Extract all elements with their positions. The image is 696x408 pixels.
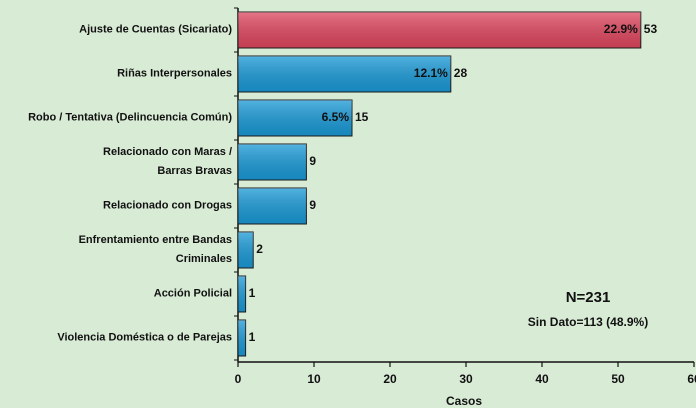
bar-shade (238, 188, 307, 224)
value-label: 53 (644, 22, 658, 36)
y-tick-label: Relacionado con Maras / Barras Bravas (103, 146, 232, 177)
x-tick-label: 20 (383, 372, 397, 386)
x-tick-label: 60 (687, 372, 696, 386)
value-label: 9 (309, 198, 316, 212)
y-tick-label: Riñas Interpersonales (117, 67, 232, 80)
value-label: 1 (249, 330, 256, 344)
x-tick-label: 0 (235, 372, 242, 386)
y-tick-label: Acción Policial (153, 287, 232, 300)
bar-shade (238, 276, 246, 312)
x-tick-label: 30 (459, 372, 473, 386)
bar-shade (238, 100, 352, 136)
annotation: N=231 (566, 289, 611, 306)
bar-shade (238, 320, 246, 356)
bar-shade (238, 56, 451, 92)
value-label: 2 (256, 242, 263, 256)
y-tick-label: Enfrentamiento entre Bandas Criminales (78, 234, 232, 265)
value-label: 1 (249, 286, 256, 300)
y-tick-label: Ajuste de Cuentas (Sicariato) (79, 23, 232, 36)
y-tick-label: Violencia Doméstica o de Parejas (57, 331, 232, 344)
bar-shade (238, 144, 307, 180)
x-tick-label: 40 (535, 372, 549, 386)
annotation: Sin Dato=113 (48.9%) (528, 315, 648, 329)
bar-shade (238, 12, 641, 48)
x-axis-label: Casos (446, 394, 482, 408)
percent-label: 6.5% (322, 110, 350, 124)
bar-shade (238, 232, 254, 268)
value-label: 15 (355, 110, 369, 124)
percent-label: 12.1% (414, 66, 448, 80)
x-tick-label: 50 (611, 372, 625, 386)
value-label: 28 (454, 66, 468, 80)
x-tick-label: 10 (307, 372, 321, 386)
value-label: 9 (309, 154, 316, 168)
percent-label: 22.9% (604, 22, 638, 36)
y-tick-label: Robo / Tentativa (Delincuencia Común) (28, 111, 232, 124)
y-tick-label: Relacionado con Drogas (103, 199, 232, 212)
